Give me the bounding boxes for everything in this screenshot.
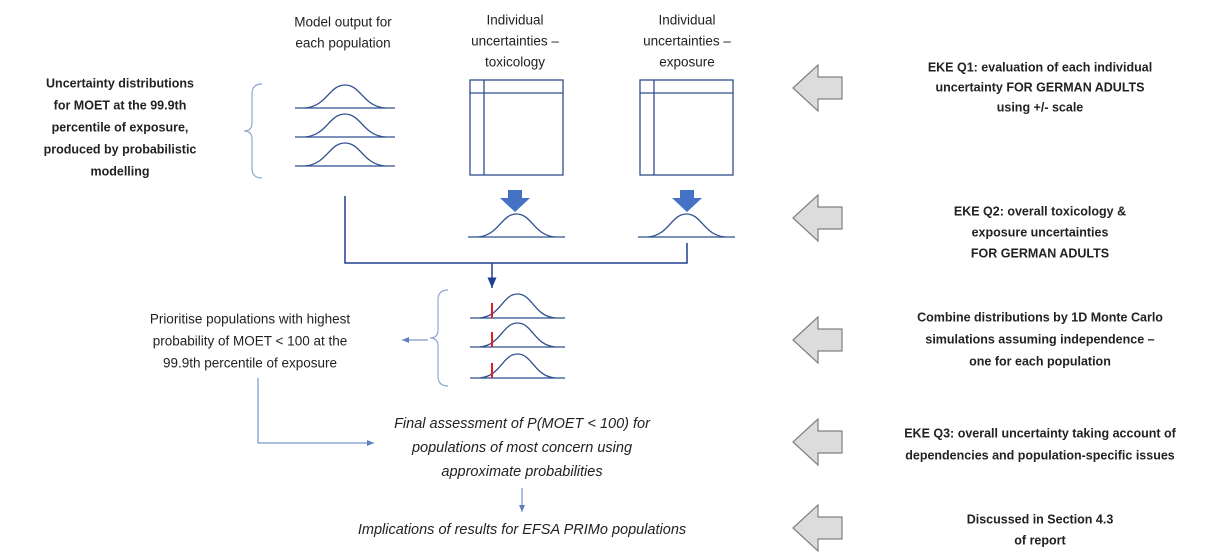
label: Implications of results for EFSA PRIMo p…	[358, 522, 686, 538]
step-arrow	[792, 193, 843, 243]
label: exposure uncertainties	[972, 225, 1109, 239]
label: Prioritise populations with highest	[150, 312, 351, 327]
down-arrow	[672, 190, 702, 212]
label: using +/- scale	[997, 100, 1084, 114]
shapes	[257, 79, 734, 512]
distribution-curve	[304, 142, 386, 167]
down-arrow	[500, 190, 530, 212]
step-arrow	[792, 63, 843, 113]
label: toxicology	[485, 55, 545, 70]
label: uncertainty FOR GERMAN ADULTS	[935, 80, 1144, 94]
distribution-curve	[477, 213, 556, 238]
label: uncertainties –	[643, 34, 731, 49]
label: uncertainties –	[471, 34, 559, 49]
label: Individual	[486, 13, 543, 28]
table-icon	[469, 79, 564, 176]
label: Final assessment of P(MOET < 100) for	[394, 416, 651, 432]
label: FOR GERMAN ADULTS	[971, 246, 1109, 260]
label: probability of MOET < 100 at the	[153, 334, 347, 349]
step-arrow	[792, 417, 843, 467]
label: simulations assuming independence –	[925, 332, 1154, 346]
label: modelling	[90, 164, 149, 178]
label: EKE Q1: evaluation of each individual	[928, 60, 1152, 74]
label: populations of most concern using	[411, 440, 632, 456]
distribution-curve	[479, 293, 556, 319]
step-arrow	[792, 315, 843, 365]
label: dependencies and population-specific iss…	[905, 448, 1175, 462]
label: Individual	[658, 13, 715, 28]
label: EKE Q3: overall uncertainty taking accou…	[904, 426, 1176, 440]
table-icon	[639, 79, 734, 176]
connector	[344, 196, 688, 264]
step-arrow	[792, 503, 843, 553]
label: percentile of exposure,	[52, 120, 189, 134]
connector	[257, 378, 374, 446]
label: of report	[1014, 533, 1066, 547]
distribution-curve	[304, 84, 386, 109]
label: for MOET at the 99.9th	[54, 98, 187, 112]
label: Discussed in Section 4.3	[967, 512, 1114, 526]
distribution-curve	[304, 113, 386, 138]
distribution-curve	[479, 353, 556, 379]
label: exposure	[659, 55, 715, 70]
label: EKE Q2: overall toxicology &	[954, 204, 1126, 218]
label: Uncertainty distributions	[46, 76, 194, 90]
distribution-curve	[647, 213, 726, 238]
label: approximate probabilities	[441, 464, 602, 480]
label: one for each population	[969, 354, 1111, 368]
label: each population	[295, 36, 390, 51]
distribution-curve	[479, 322, 556, 348]
label: Model output for	[294, 15, 392, 30]
brace	[243, 83, 263, 179]
brace	[429, 289, 449, 387]
label: Combine distributions by 1D Monte Carlo	[917, 310, 1163, 324]
label: produced by probabilistic	[44, 142, 197, 156]
label: 99.9th percentile of exposure	[163, 356, 337, 371]
